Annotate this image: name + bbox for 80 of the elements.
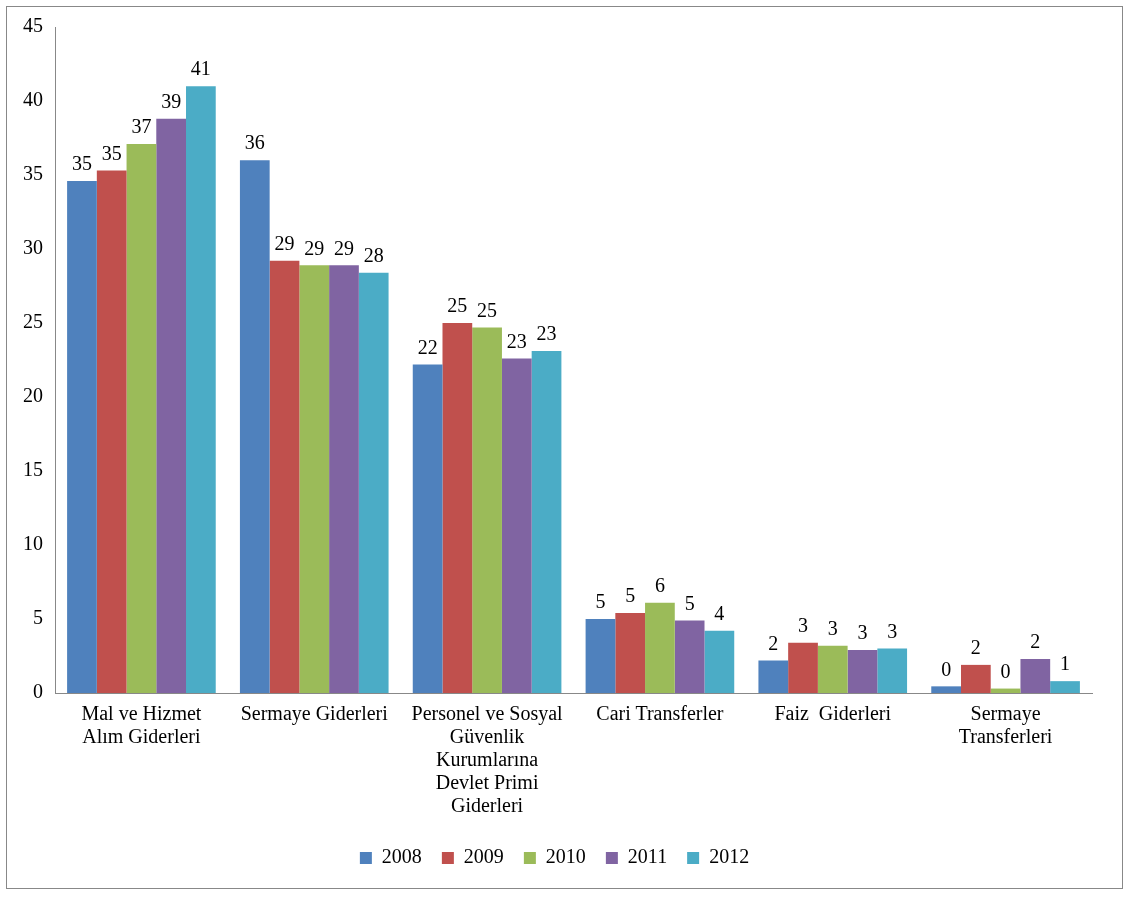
legend-label: 2010 <box>545 845 586 868</box>
data-label: 23 <box>506 329 527 352</box>
data-label: 6 <box>654 573 665 596</box>
y-tick-label: 0 <box>33 680 43 703</box>
bar <box>156 118 187 693</box>
data-label: 22 <box>417 335 438 358</box>
bar <box>788 642 818 693</box>
data-label: 3 <box>887 619 898 642</box>
data-label: 0 <box>1000 659 1011 682</box>
bar <box>412 364 443 693</box>
bar <box>531 351 562 693</box>
legend-label: 2009 <box>463 845 504 868</box>
bar <box>126 143 157 693</box>
y-tick-label: 5 <box>33 606 43 629</box>
data-label: 29 <box>274 232 295 255</box>
legend-label: 2012 <box>709 845 750 868</box>
data-label: 2 <box>970 636 981 659</box>
bar <box>269 260 300 693</box>
bar <box>501 358 532 693</box>
bar <box>758 660 789 693</box>
x-tick-label: Faiz Giderleri <box>774 701 892 724</box>
y-tick-label: 45 <box>23 14 43 37</box>
data-label: 5 <box>684 591 695 614</box>
data-label: 3 <box>857 621 868 644</box>
bar <box>67 180 97 693</box>
bar <box>817 645 848 693</box>
data-label: 0 <box>941 657 952 680</box>
data-label: 35 <box>101 141 122 164</box>
legend-label: 2008 <box>381 845 422 868</box>
y-tick-label: 20 <box>23 384 43 407</box>
data-label: 23 <box>536 322 557 345</box>
x-tick-label: Cari Transferler <box>596 701 724 724</box>
data-label: 4 <box>714 602 725 625</box>
y-tick-label: 10 <box>23 532 43 555</box>
x-tick-label: Sermaye Transferleri <box>958 701 1053 747</box>
bar <box>615 613 646 693</box>
bar <box>1050 681 1080 693</box>
bar <box>704 630 735 693</box>
x-tick-label: Mal ve Hizmet Alım Giderleri <box>81 701 202 747</box>
data-label: 5 <box>595 590 606 613</box>
bar <box>847 650 878 693</box>
bar <box>472 327 502 693</box>
bar <box>645 602 675 693</box>
y-tick-label: 35 <box>23 162 43 185</box>
data-label: 41 <box>190 57 211 80</box>
data-label: 25 <box>477 298 498 321</box>
data-label: 39 <box>161 90 182 113</box>
data-label: 3 <box>827 616 838 639</box>
data-label: 29 <box>333 236 354 259</box>
y-tick-label: 25 <box>23 310 43 333</box>
data-label: 36 <box>244 131 265 154</box>
x-tick-label: Personel ve Sosyal Güvenlik Kurumlarına Devlet Primi Giderleri <box>411 701 564 816</box>
bar <box>877 648 908 693</box>
bar <box>329 265 359 693</box>
data-label: 3 <box>798 613 809 636</box>
bar <box>931 686 961 693</box>
y-tick-label: 15 <box>23 458 43 481</box>
data-label: 1 <box>1060 652 1071 675</box>
bar <box>358 272 389 693</box>
data-label: 28 <box>363 243 384 266</box>
bar <box>299 265 330 693</box>
bar <box>674 620 705 693</box>
bar <box>1020 658 1051 693</box>
y-tick-label: 40 <box>23 88 43 111</box>
data-label: 2 <box>1030 630 1041 653</box>
data-label: 35 <box>71 152 92 175</box>
y-tick-label: 30 <box>23 236 43 259</box>
bar <box>960 664 991 693</box>
bar <box>585 619 616 693</box>
legend-label: 2011 <box>627 845 668 868</box>
data-label: 5 <box>625 584 636 607</box>
data-label: 2 <box>768 631 779 654</box>
data-label: 25 <box>447 294 468 317</box>
data-label: 29 <box>304 236 325 259</box>
bar <box>442 323 473 693</box>
x-tick-label: Sermaye Giderleri <box>240 701 389 725</box>
bar <box>96 170 127 693</box>
bar <box>239 160 270 693</box>
bar <box>186 86 216 693</box>
data-label: 37 <box>131 115 152 138</box>
